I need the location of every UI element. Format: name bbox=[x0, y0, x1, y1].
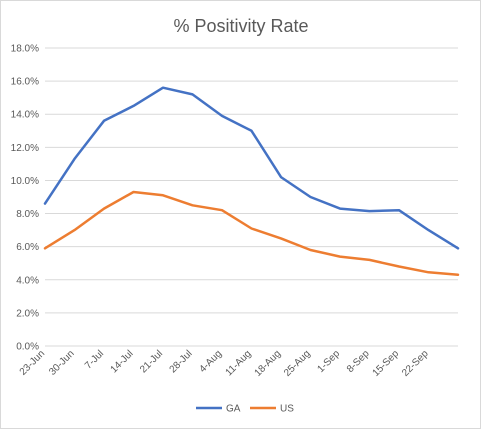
y-tick-label: 14.0% bbox=[11, 110, 39, 121]
y-axis-ticks: 0.0% 2.0% 4.0% 6.0% 8.0% 10.0% 12.0% 14.0% 16.0%… bbox=[11, 44, 39, 353]
x-tick-label: 22-Sep bbox=[400, 348, 431, 379]
chart-title: % Positivity Rate bbox=[173, 16, 308, 36]
y-tick-label: 8.0% bbox=[16, 209, 39, 220]
x-axis-ticks: 23-Jun 30-Jun 7-Jul 14-Jul 21-Jul 28-Jul 4-Aug… bbox=[18, 348, 431, 379]
y-tick-label: 10.0% bbox=[11, 176, 39, 187]
y-tick-label: 2.0% bbox=[16, 308, 39, 319]
y-tick-label: 6.0% bbox=[16, 242, 39, 253]
legend: GA US bbox=[196, 404, 294, 415]
x-tick-label: 30-Jun bbox=[47, 348, 76, 377]
x-tick-label: 23-Jun bbox=[18, 348, 47, 377]
legend-label-ga: GA bbox=[226, 404, 241, 415]
gridlines bbox=[45, 47, 458, 347]
series-lines bbox=[43, 86, 460, 277]
y-tick-label: 18.0% bbox=[11, 44, 39, 55]
x-tick-label: 7-Jul bbox=[83, 348, 106, 371]
x-tick-label: 4-Aug bbox=[197, 348, 224, 375]
x-tick-label: 1-Sep bbox=[315, 348, 342, 375]
y-tick-label: 12.0% bbox=[11, 143, 39, 154]
legend-label-us: US bbox=[280, 404, 294, 415]
y-tick-label: 4.0% bbox=[16, 275, 39, 286]
x-tick-label: 25-Aug bbox=[282, 348, 313, 379]
series-line-us bbox=[43, 190, 460, 277]
y-tick-label: 16.0% bbox=[11, 77, 39, 88]
y-tick-label: 0.0% bbox=[16, 342, 39, 353]
x-tick-label: 14-Jul bbox=[109, 348, 136, 375]
x-tick-label: 8-Sep bbox=[345, 348, 372, 375]
series-line-ga bbox=[43, 86, 460, 250]
x-tick-label: 28-Jul bbox=[168, 348, 195, 375]
x-tick-label: 15-Sep bbox=[371, 348, 402, 379]
x-tick-label: 18-Aug bbox=[253, 348, 284, 379]
x-tick-label: 11-Aug bbox=[224, 348, 254, 378]
x-tick-label: 21-Jul bbox=[138, 348, 165, 375]
